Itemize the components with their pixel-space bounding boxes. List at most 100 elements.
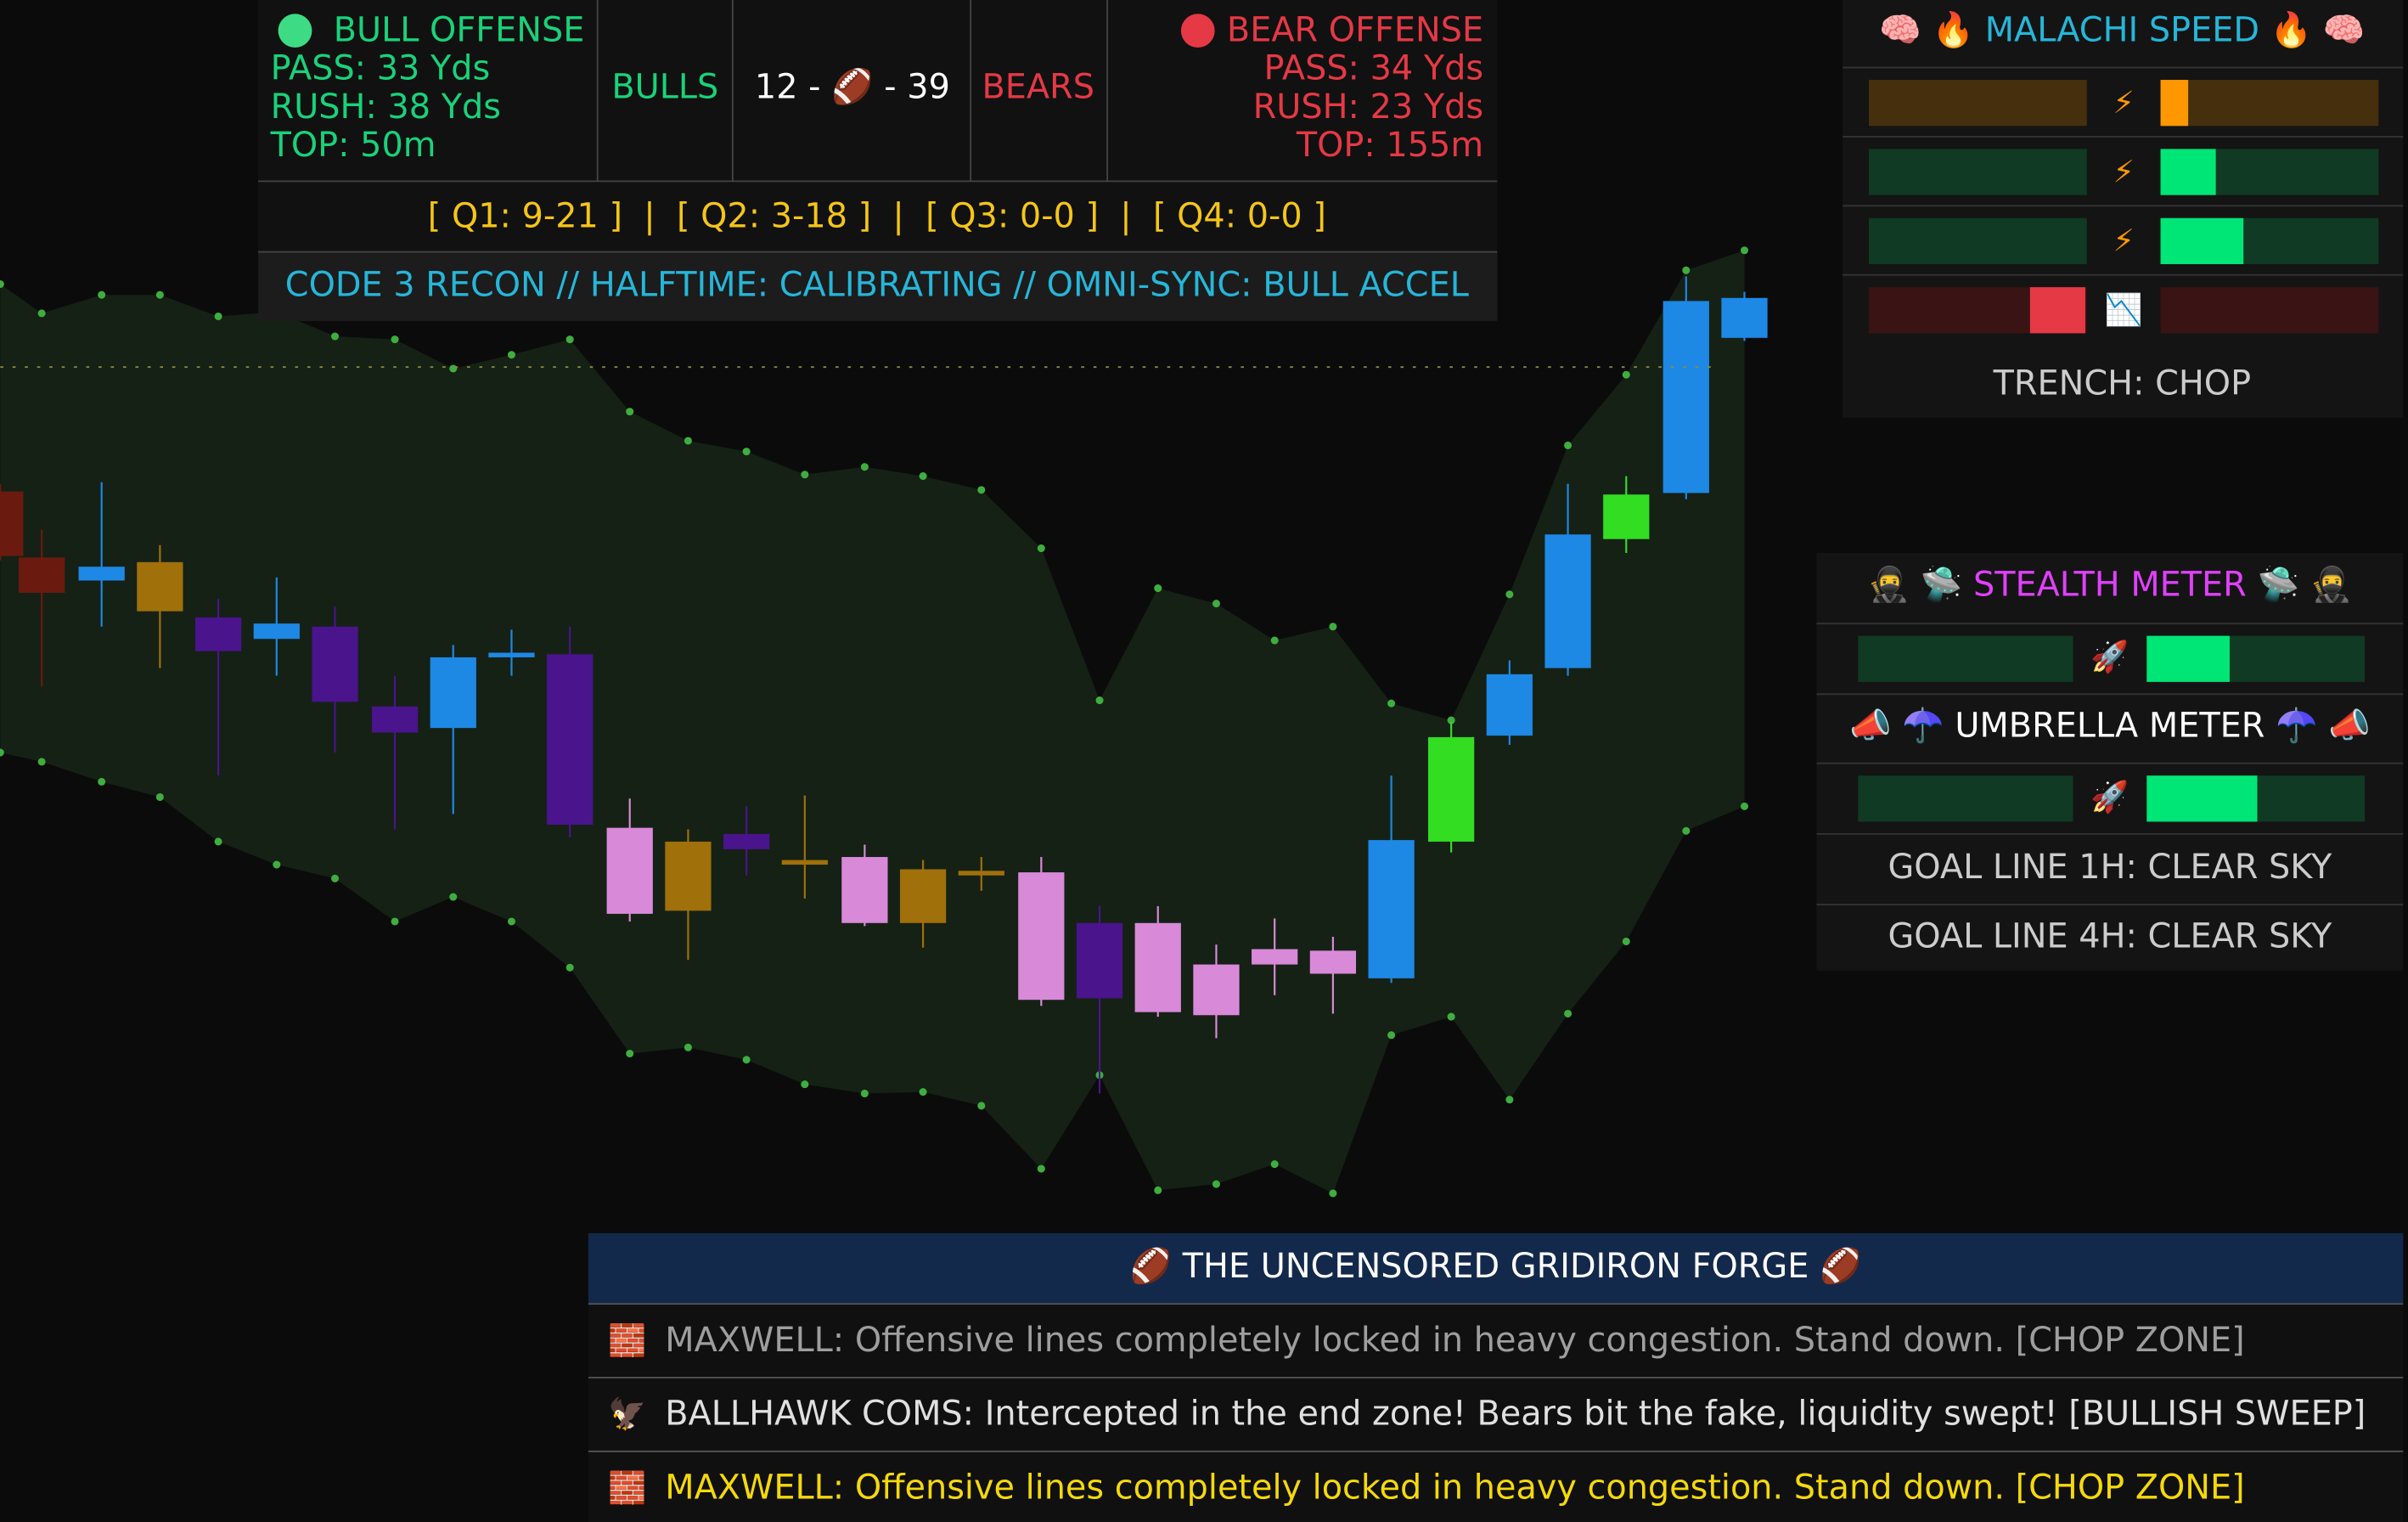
- cloud-dot: [1505, 1096, 1514, 1104]
- feed-header: [588, 1233, 2404, 1305]
- panel-bg: [1816, 552, 2404, 971]
- gauge-icon: ⚡: [2113, 153, 2134, 189]
- cloud-dot: [1212, 1180, 1220, 1188]
- price-chart: [0, 246, 1768, 1198]
- candle: [1309, 950, 1357, 974]
- candle: [1544, 534, 1591, 668]
- cloud-dot: [1095, 696, 1104, 705]
- cloud-dot: [1387, 699, 1396, 707]
- candle: [1076, 922, 1123, 999]
- scoreboard: BULL OFFENSE PASS: 33 Yds RUSH: 38 Yds T…: [258, 0, 1498, 321]
- gauge-fill: [2160, 217, 2244, 265]
- candle: [0, 491, 24, 556]
- feed-text: MAXWELL: Offensive lines completely lock…: [665, 1468, 2244, 1508]
- gauge-track: [2160, 287, 2379, 334]
- cloud-dot: [330, 332, 340, 341]
- candle: [1252, 949, 1298, 965]
- cloud-dot: [1682, 266, 1691, 274]
- candle: [1721, 297, 1768, 338]
- candle: [841, 857, 888, 923]
- cloud-dot: [860, 1089, 869, 1098]
- cloud-dot: [1154, 1186, 1162, 1194]
- cloud-dot: [801, 1080, 809, 1089]
- candle: [19, 557, 65, 593]
- cloud-dot: [1505, 590, 1514, 599]
- quarters: [ Q1: 9-21 ] | [ Q2: 3-18 ] | [ Q3: 0-0 …: [428, 196, 1326, 235]
- stealth-icon: 🚀: [2090, 639, 2129, 675]
- cloud-dot: [507, 351, 515, 359]
- gauge-track: [2160, 80, 2379, 127]
- cloud-dot: [977, 1102, 986, 1110]
- cloud-dot: [1740, 246, 1749, 255]
- goal-4h: GOAL LINE 4H: CLEAR SKY: [1888, 916, 2332, 955]
- cloud-dot: [37, 309, 46, 318]
- malachi-panel: 🧠 🔥 MALACHI SPEED 🔥 🧠 ⚡ ⚡ ⚡ 📉 TRENCH: CHOP: [1843, 0, 2404, 418]
- cloud-dot: [1564, 441, 1573, 449]
- cloud-dot: [860, 463, 869, 471]
- gauge-icon: ⚡: [2113, 223, 2134, 259]
- cloud-dot: [1329, 1189, 1337, 1198]
- gauge-track: [1868, 217, 2087, 265]
- cloud-dot: [1564, 1009, 1573, 1017]
- umbrella-icon: 🚀: [2090, 778, 2129, 815]
- feed-text: BALLHAWK COMS: Intercepted in the end zo…: [665, 1395, 2366, 1434]
- cloud-dot: [684, 437, 692, 445]
- gauge-fill: [2160, 149, 2216, 195]
- cloud-dot: [1329, 623, 1337, 631]
- cloud-dot: [507, 917, 515, 926]
- candle: [1486, 674, 1533, 736]
- gauge-icon: ⚡: [2113, 84, 2134, 121]
- feed-title: 🏈 THE UNCENSORED GRIDIRON FORGE 🏈: [1130, 1246, 1862, 1286]
- bear-title: BEAR OFFENSE: [1227, 10, 1483, 49]
- cloud-dot: [1154, 584, 1162, 593]
- dividers: [258, 0, 1498, 253]
- candle: [488, 652, 535, 657]
- candle: [547, 654, 594, 826]
- cloud-dot: [273, 860, 281, 869]
- candle: [1663, 301, 1709, 493]
- cloud-dot: [565, 335, 574, 344]
- cloud-dot: [1212, 600, 1220, 608]
- cloud-dot: [919, 1088, 927, 1096]
- candle: [958, 871, 1004, 876]
- bull-rush: RUSH: 38 Yds: [271, 87, 501, 127]
- goal-1h: GOAL LINE 1H: CLEAR SKY: [1888, 848, 2332, 887]
- feed-rows: 🧱 MAXWELL: Offensive lines completely loc…: [588, 1303, 2404, 1508]
- cloud-dot: [1387, 1031, 1396, 1040]
- candle: [781, 860, 828, 865]
- gauge-icon: 📉: [2105, 291, 2143, 328]
- cloud-dot: [1037, 1164, 1045, 1173]
- gauge-track: [1868, 149, 2087, 195]
- cloud-dot: [684, 1043, 692, 1051]
- cloud-dot: [977, 486, 986, 494]
- trench: TRENCH: CHOP: [1993, 364, 2251, 403]
- candle: [253, 623, 300, 640]
- candle: [312, 626, 358, 702]
- candle: [1134, 922, 1181, 1012]
- feed-icon: 🦅: [608, 1395, 646, 1432]
- bear-pass: PASS: 34 Yds: [1263, 49, 1483, 88]
- cloud-dot: [449, 893, 458, 901]
- status: CODE 3 RECON // HALFTIME: CALIBRATING //…: [285, 266, 1469, 305]
- panel-bg: [1843, 0, 2404, 418]
- candle: [194, 617, 242, 651]
- candle: [78, 567, 125, 581]
- candle: [1603, 494, 1650, 539]
- gauge-track: [1868, 80, 2087, 127]
- candle: [1018, 872, 1065, 1001]
- cloud-dot: [330, 874, 340, 882]
- cloud-dot: [565, 963, 574, 972]
- feed: 🏈 THE UNCENSORED GRIDIRON FORGE 🏈 🧱 MAXWE…: [588, 1233, 2404, 1522]
- cloud-dot: [1682, 826, 1691, 835]
- bear-icon: [1180, 14, 1215, 48]
- cloud-dot: [155, 290, 164, 299]
- feed-text: MAXWELL: Offensive lines completely lock…: [665, 1321, 2244, 1360]
- cloud-dot: [742, 1056, 751, 1064]
- cloud-dot: [1037, 544, 1045, 553]
- bear-top: TOP: 155m: [1296, 126, 1483, 165]
- feed-icon: 🧱: [608, 1469, 646, 1506]
- bull-pass: PASS: 33 Yds: [271, 49, 491, 88]
- feed-icon: 🧱: [608, 1322, 646, 1358]
- stealth-title: 🥷 🛸 STEALTH METER 🛸 🥷: [1868, 563, 2352, 604]
- cloud-dot: [626, 1049, 634, 1057]
